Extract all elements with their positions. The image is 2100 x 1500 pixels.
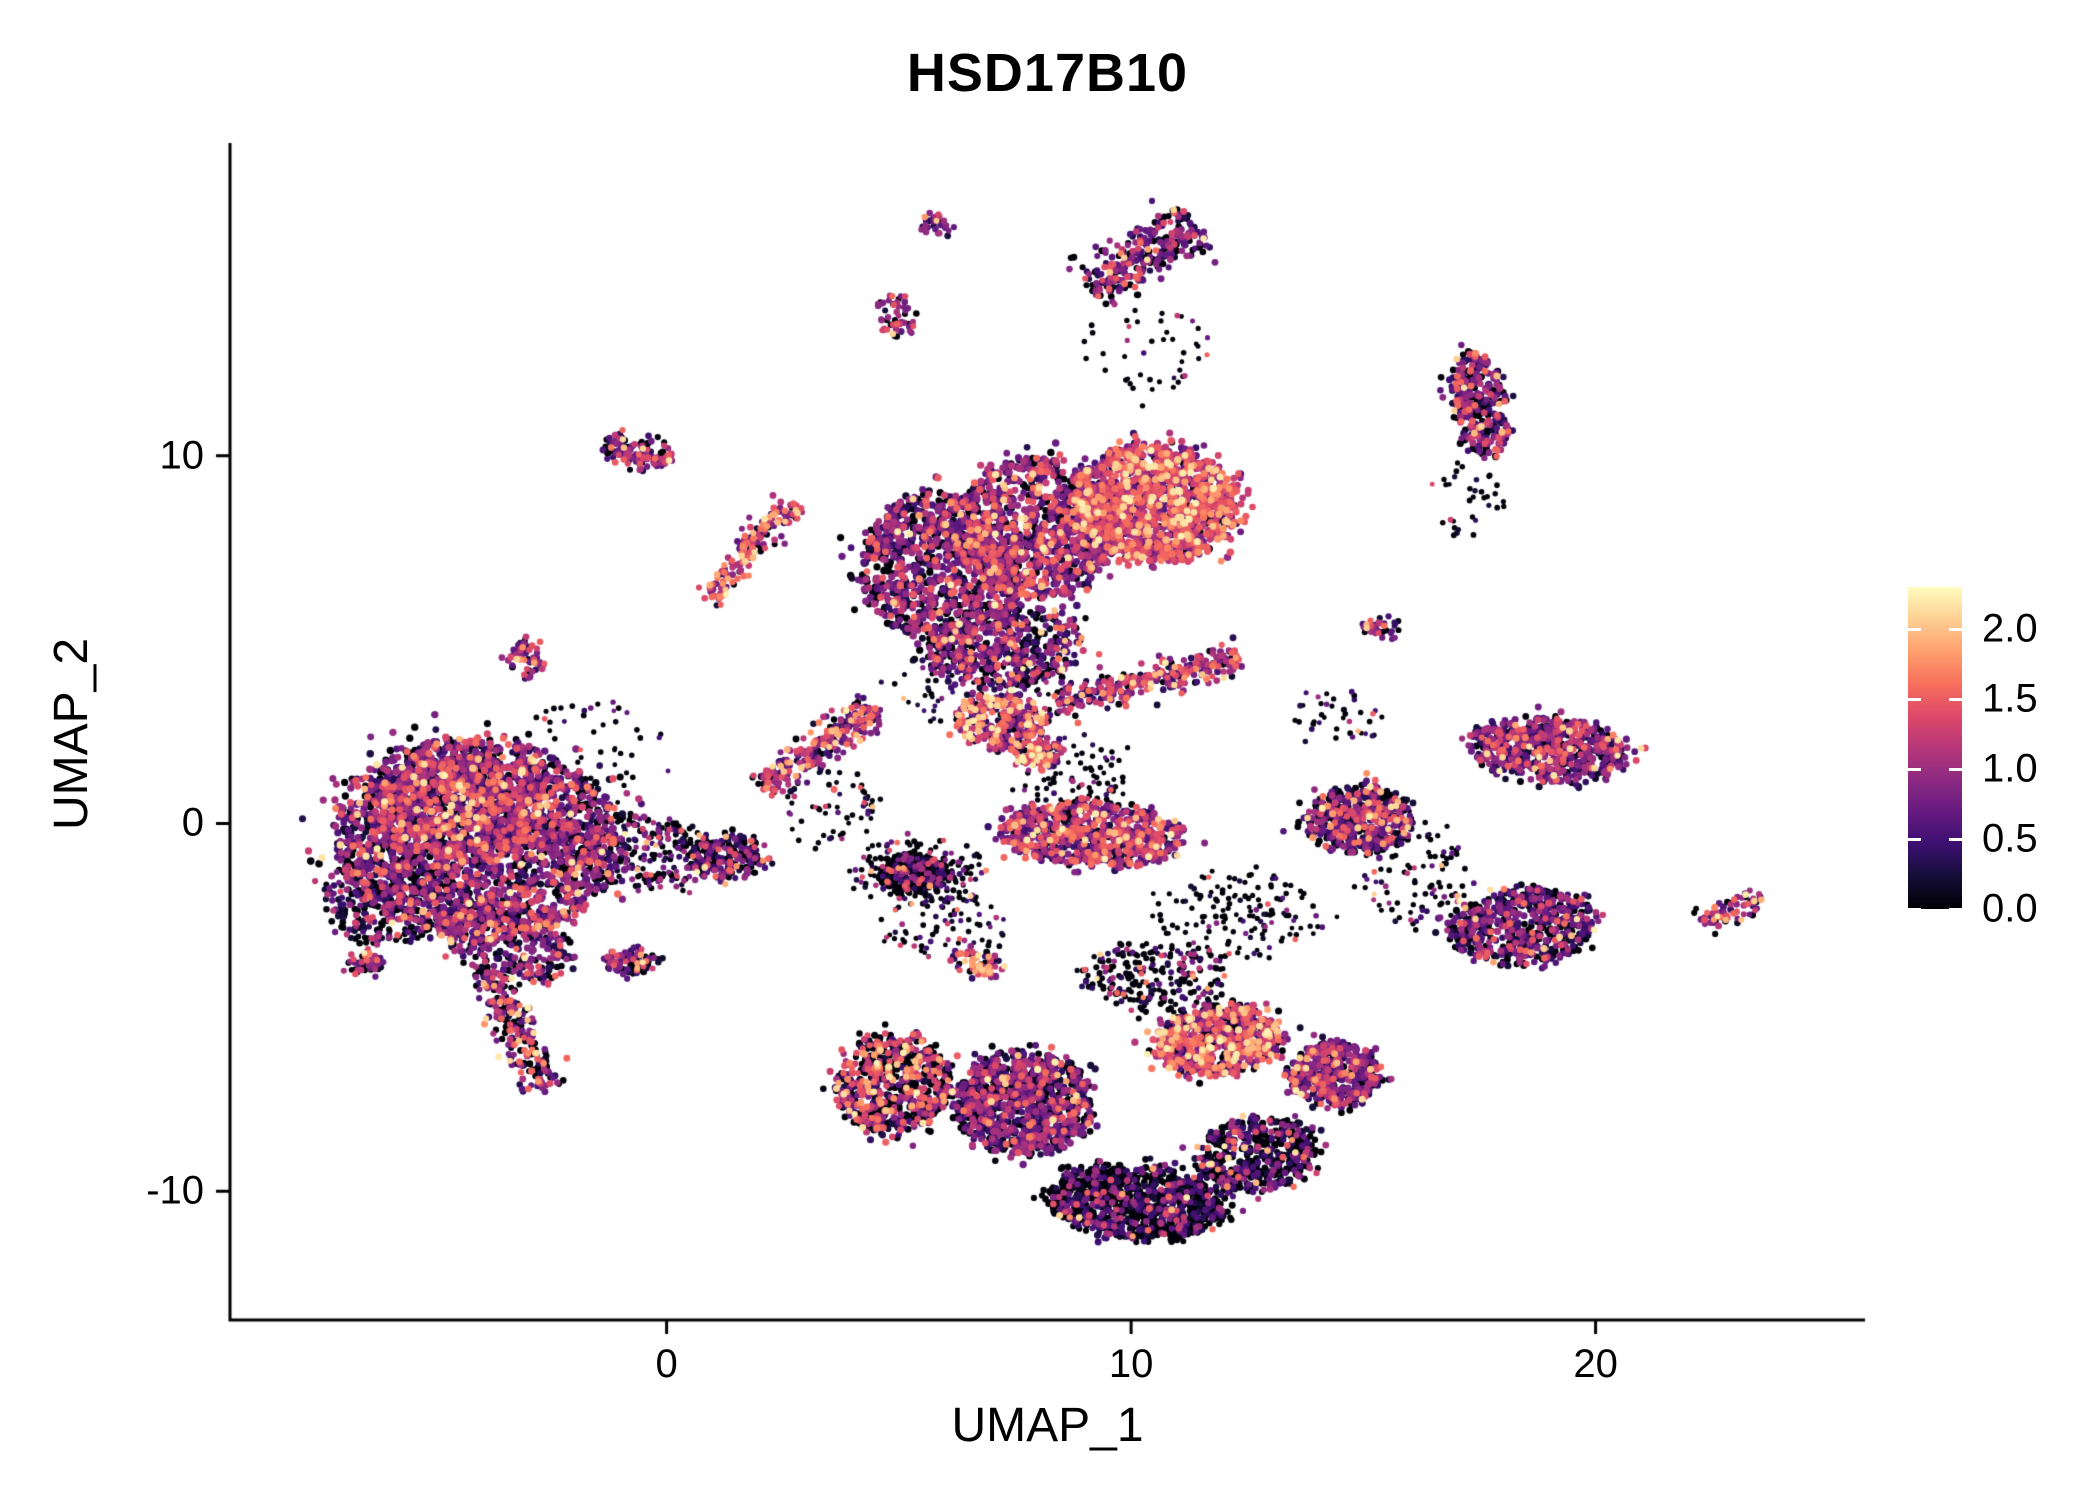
legend-colorbar-tick: [1949, 767, 1962, 771]
x-axis-title: UMAP_1: [951, 1399, 1144, 1452]
legend-colorbar-tick: [1949, 907, 1962, 911]
y-axis-tick-label: -10: [146, 1168, 204, 1213]
legend-colorbar-tick: [1908, 697, 1921, 701]
legend-colorbar-tick: [1908, 837, 1921, 841]
x-axis-tick-label: 0: [655, 1342, 678, 1386]
y-axis-tick-label: 0: [181, 800, 204, 845]
y-axis-title: UMAP_2: [45, 637, 98, 831]
legend-colorbar-tick: [1908, 767, 1921, 771]
legend-colorbar-tick: [1908, 627, 1921, 631]
legend-colorbar-tick: [1949, 697, 1962, 701]
x-axis-tick-label: 10: [1108, 1342, 1154, 1386]
legend-tick-label: 0.0: [1982, 886, 2038, 931]
legend-tick-label: 1.0: [1982, 746, 2038, 791]
legend-tick-label: 2.0: [1982, 606, 2038, 651]
legend-colorbar: [1908, 587, 1962, 909]
x-axis-tick-label: 20: [1573, 1342, 1618, 1386]
legend-colorbar-tick: [1908, 907, 1921, 911]
legend-colorbar-tick: [1949, 627, 1962, 631]
legend-tick-label: 1.5: [1982, 676, 2038, 721]
y-axis-tick-label: 10: [159, 433, 205, 478]
chart-title: HSD17B10: [906, 43, 1189, 103]
legend-tick-label: 0.5: [1982, 816, 2038, 861]
legend-colorbar-tick: [1949, 837, 1962, 841]
